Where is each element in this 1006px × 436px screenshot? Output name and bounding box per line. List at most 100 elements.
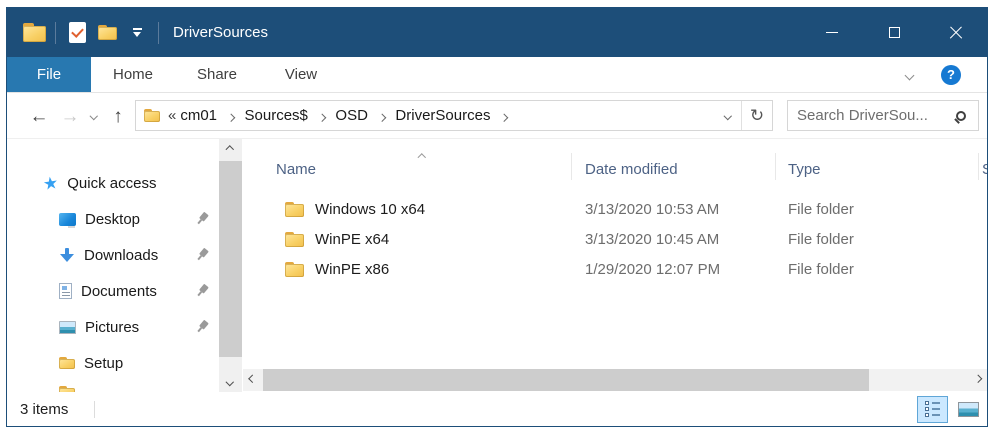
qat-separator: [55, 21, 56, 44]
thumbnails-view-button[interactable]: [953, 396, 984, 423]
divider: [741, 101, 742, 130]
up-arrow-icon: ↑: [113, 105, 123, 127]
scrollbar-thumb[interactable]: [263, 369, 869, 391]
address-dropdown-button[interactable]: [715, 101, 741, 130]
scrollbar-thumb[interactable]: [219, 161, 242, 357]
refresh-button[interactable]: ↻: [749, 105, 765, 125]
search-box: [787, 100, 979, 131]
sidebar-item-desktop[interactable]: Desktop: [7, 201, 219, 237]
tab-share[interactable]: Share: [196, 66, 238, 83]
chevron-down-icon: [90, 112, 98, 120]
view-switcher: [917, 395, 984, 423]
column-header-type[interactable]: Type: [788, 161, 821, 178]
qat-separator: [158, 21, 159, 44]
folder-icon: [285, 202, 304, 217]
window-title: DriverSources: [173, 24, 269, 41]
pin-icon[interactable]: [192, 281, 212, 301]
help-button[interactable]: ?: [941, 64, 961, 85]
file-date-modified: 3/13/2020 10:45 AM: [585, 231, 720, 248]
explorer-app-button[interactable]: [19, 16, 49, 50]
search-icon: [956, 110, 966, 121]
breadcrumb-overflow[interactable]: «: [168, 107, 177, 124]
chevron-right-icon: [377, 107, 386, 124]
minimize-button[interactable]: [801, 8, 863, 57]
file-list-horizontal-scrollbar[interactable]: [243, 369, 987, 391]
file-date-modified: 1/29/2020 12:07 PM: [585, 261, 721, 278]
breadcrumb: cm01 Sources$ OSD DriverSources: [178, 107, 516, 124]
back-button[interactable]: ←: [25, 102, 53, 130]
breadcrumb-item[interactable]: OSD: [335, 107, 368, 124]
sidebar-item-partial-folder-icon[interactable]: [59, 386, 75, 394]
explorer-window: DriverSources File Home Share View: [6, 7, 988, 427]
search-input[interactable]: [788, 107, 956, 124]
address-bar[interactable]: « cm01 Sources$ OSD DriverSources: [135, 100, 773, 131]
tab-file[interactable]: File: [7, 57, 91, 92]
ribbon-tabs: File Home Share View ?: [7, 57, 987, 93]
divider: [94, 400, 96, 418]
properties-check-icon: [68, 22, 86, 43]
chevron-down-icon: [904, 70, 915, 80]
navigation-pane-scrollbar[interactable]: [219, 139, 242, 392]
close-button[interactable]: [925, 8, 987, 57]
chevron-down-icon: [724, 111, 732, 120]
tab-view[interactable]: View: [284, 66, 318, 83]
scroll-up-icon[interactable]: [225, 145, 234, 154]
details-view-button[interactable]: [917, 395, 948, 423]
quick-access-star-icon: ★: [41, 172, 60, 194]
quick-access-toolbar: DriverSources: [19, 16, 268, 50]
navigation-pane: ★ Quick access Desktop Downloads Documen…: [7, 139, 219, 394]
folder-icon: [285, 232, 304, 247]
sort-ascending-icon: [417, 147, 426, 165]
scroll-left-icon[interactable]: [248, 374, 257, 383]
sidebar-item-quick-access[interactable]: ★ Quick access: [41, 172, 157, 194]
address-bar-controls: ↻: [715, 101, 772, 130]
pin-icon[interactable]: [192, 317, 212, 337]
tab-home[interactable]: Home: [112, 66, 153, 83]
file-type: File folder: [788, 261, 854, 278]
recent-locations-button[interactable]: [85, 102, 103, 130]
qat-customize-button[interactable]: [122, 16, 152, 50]
file-row[interactable]: WinPE x64 3/13/2020 10:45 AM File folder: [243, 225, 987, 255]
breadcrumb-item[interactable]: DriverSources: [395, 107, 491, 124]
maximize-icon: [888, 27, 900, 38]
up-button[interactable]: ↑: [105, 102, 131, 130]
folder-icon: [59, 356, 75, 370]
folder-icon: [144, 109, 160, 122]
breadcrumb-item[interactable]: cm01: [180, 107, 218, 124]
address-row: ← → ↑ « cm01 Sources$ OSD: [7, 93, 987, 139]
ribbon-right-controls: ?: [904, 57, 987, 92]
pin-icon[interactable]: [192, 209, 212, 229]
pictures-icon: [59, 320, 76, 334]
file-list-pane: Name Date modified Type Size Windows 10 …: [243, 139, 987, 369]
file-name: Windows 10 x64: [315, 201, 426, 218]
sidebar-item-pictures[interactable]: Pictures: [7, 309, 219, 345]
pin-icon[interactable]: [192, 245, 212, 265]
column-header-size[interactable]: Size: [982, 161, 987, 178]
chevron-right-icon: [317, 107, 326, 124]
file-row[interactable]: WinPE x86 1/29/2020 12:07 PM File folder: [243, 255, 987, 285]
maximize-button[interactable]: [863, 8, 925, 57]
forward-button[interactable]: →: [57, 102, 83, 130]
sidebar-item-setup[interactable]: Setup: [7, 345, 219, 381]
thumbnails-view-icon: [958, 401, 979, 417]
column-divider[interactable]: [571, 153, 572, 180]
sidebar-item-downloads[interactable]: Downloads: [7, 237, 219, 273]
new-folder-button[interactable]: [92, 16, 122, 50]
column-divider[interactable]: [775, 153, 776, 180]
minimize-icon: [826, 31, 838, 34]
column-header-name[interactable]: Name: [276, 161, 317, 178]
file-row[interactable]: Windows 10 x64 3/13/2020 10:53 AM File f…: [243, 195, 987, 225]
file-date-modified: 3/13/2020 10:53 AM: [585, 201, 720, 218]
window-controls: [801, 8, 987, 57]
properties-button[interactable]: [62, 16, 92, 50]
breadcrumb-item[interactable]: Sources$: [244, 107, 308, 124]
file-type: File folder: [788, 231, 854, 248]
column-divider[interactable]: [978, 153, 979, 180]
scroll-down-icon[interactable]: [225, 377, 234, 386]
explorer-folder-icon: [22, 23, 46, 42]
column-header-date-modified[interactable]: Date modified: [585, 161, 678, 178]
sidebar-item-documents[interactable]: Documents: [7, 273, 219, 309]
scroll-right-icon[interactable]: [973, 374, 982, 383]
ribbon-collapse-button[interactable]: [904, 66, 915, 84]
